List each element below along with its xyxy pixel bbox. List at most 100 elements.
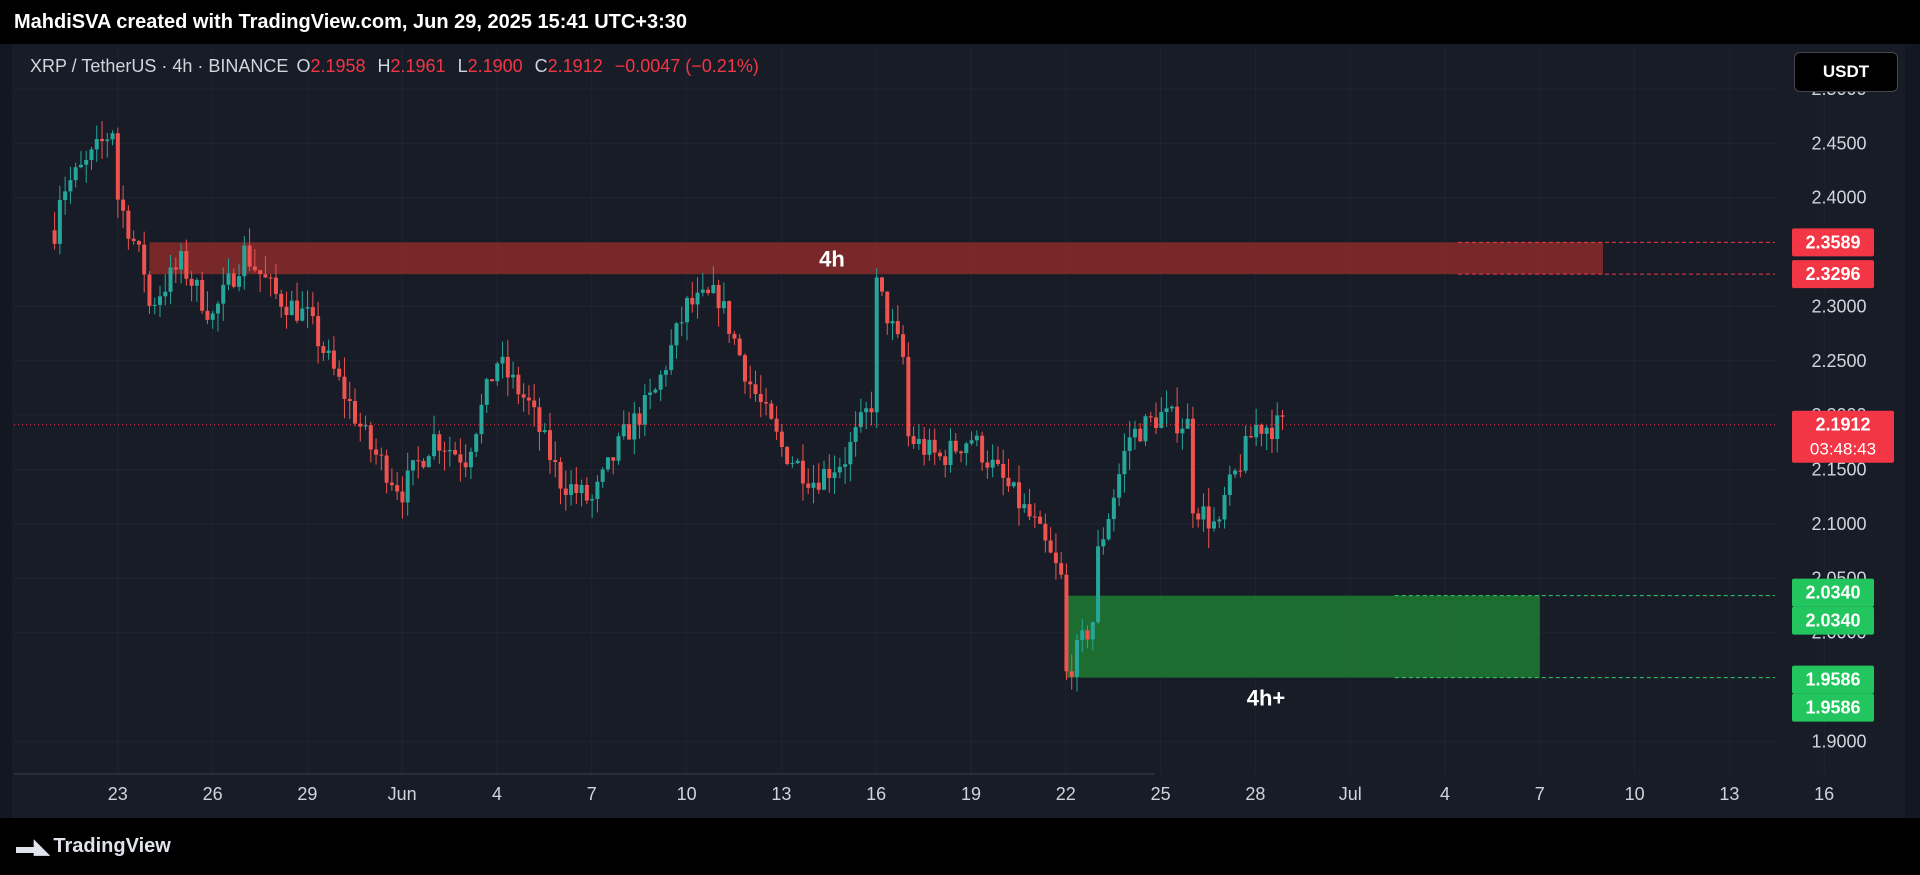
candle-body: [569, 484, 574, 495]
candle-body: [368, 425, 373, 450]
candle-body: [563, 488, 568, 495]
candle-body: [57, 200, 62, 244]
candle-body: [1106, 519, 1111, 540]
candle-body: [1185, 418, 1190, 429]
candle-body: [816, 482, 821, 490]
candle-body: [78, 164, 83, 168]
candle-body: [685, 297, 689, 323]
time-tick-label: 13: [771, 784, 791, 804]
supply-top-price-label: 2.3589: [1805, 232, 1860, 252]
candle-body: [885, 291, 890, 324]
candle-body: [210, 313, 215, 320]
candle-body: [1148, 416, 1153, 418]
candle-body: [221, 284, 226, 304]
candle-body: [521, 394, 526, 398]
candle-body: [321, 346, 326, 353]
demand-bottom-price-label: 1.9586: [1805, 670, 1860, 690]
candle-body: [331, 350, 336, 369]
candle-body: [1217, 519, 1222, 522]
candle-body: [1206, 506, 1211, 529]
time-tick-label: 4: [1440, 784, 1450, 804]
candle-body: [342, 376, 347, 399]
candle-body: [1222, 494, 1227, 520]
candle-body: [916, 438, 921, 445]
candle-body: [374, 449, 379, 455]
candle-body: [869, 408, 874, 413]
candle-body: [110, 133, 115, 140]
tradingview-brand[interactable]: ▬◣ TradingView: [16, 834, 171, 859]
candle-body: [300, 308, 305, 321]
time-tick-label: 29: [297, 784, 317, 804]
candle-body: [437, 434, 442, 451]
tradingview-logo-icon: ▬◣: [16, 836, 49, 858]
candle-body: [105, 139, 110, 142]
candle-body: [542, 430, 547, 433]
candle-body: [184, 251, 189, 279]
candle-body: [474, 434, 479, 452]
candle-body: [1101, 539, 1106, 547]
price-tick-label: 1.9000: [1811, 731, 1866, 751]
candle-body: [605, 457, 610, 470]
candle-body: [242, 245, 247, 277]
demand-bottom-price-label-box: [1792, 665, 1874, 694]
candle-body: [205, 310, 210, 320]
candle-body: [1264, 427, 1269, 434]
candle-body: [484, 379, 489, 405]
current-price-label: 2.1912: [1815, 415, 1870, 435]
candle-body: [700, 289, 705, 293]
candle-body: [226, 273, 231, 285]
candle-body: [247, 245, 252, 267]
candle-body: [384, 455, 389, 483]
candle-body: [258, 270, 263, 275]
candle-body: [948, 440, 953, 465]
change-value: −0.0047 (−0.21%): [614, 56, 759, 76]
candle-body: [295, 300, 300, 321]
demand-top-price-label-2-box: [1792, 606, 1874, 635]
candle-body: [326, 350, 331, 353]
candle-body: [89, 149, 94, 160]
candle-countdown-label: 03:48:43: [1810, 440, 1876, 459]
candle-body: [426, 456, 431, 468]
candle-body: [790, 463, 795, 465]
currency-button[interactable]: USDT: [1794, 52, 1898, 92]
candle-body: [305, 307, 310, 309]
candle-body: [732, 333, 737, 339]
candle-body: [716, 284, 721, 309]
candle-body: [932, 439, 937, 453]
candle-body: [1138, 428, 1143, 442]
candle-body: [937, 452, 942, 457]
time-tick-label: 28: [1245, 784, 1265, 804]
current-price-box: [1792, 410, 1894, 463]
candle-body: [63, 191, 68, 201]
candle-body: [532, 400, 537, 408]
candle-body: [1064, 574, 1069, 672]
candle-body: [168, 267, 173, 292]
candle-body: [495, 363, 500, 382]
candle-body: [574, 484, 579, 494]
time-tick-label: 4: [492, 784, 502, 804]
candle-body: [468, 451, 473, 468]
candle-body: [458, 454, 463, 463]
candle-body: [416, 460, 421, 462]
candle-body: [1159, 411, 1164, 429]
time-axis: 23 26 29 Jun 4 7 10 13 16 19 22 25 28 Jul 4 7 10 13 16: [108, 784, 1834, 804]
candle-body: [1027, 504, 1032, 517]
candle-body: [310, 307, 315, 317]
candle-body: [194, 279, 199, 286]
candle-body: [774, 418, 779, 432]
time-tick-label: 10: [1625, 784, 1645, 804]
high-value: 2.1961: [390, 56, 446, 76]
candle-body: [911, 436, 916, 445]
candle-body: [637, 413, 642, 425]
time-tick-label: 16: [866, 784, 886, 804]
candle-body: [811, 482, 816, 488]
candle-body: [136, 241, 141, 245]
candle-body: [121, 199, 126, 211]
candle-body: [1190, 418, 1195, 514]
candle-body: [959, 451, 964, 454]
candle-body: [1280, 415, 1285, 417]
candle-body: [895, 321, 900, 335]
candle-body: [974, 435, 979, 441]
time-tick-label: 26: [203, 784, 223, 804]
